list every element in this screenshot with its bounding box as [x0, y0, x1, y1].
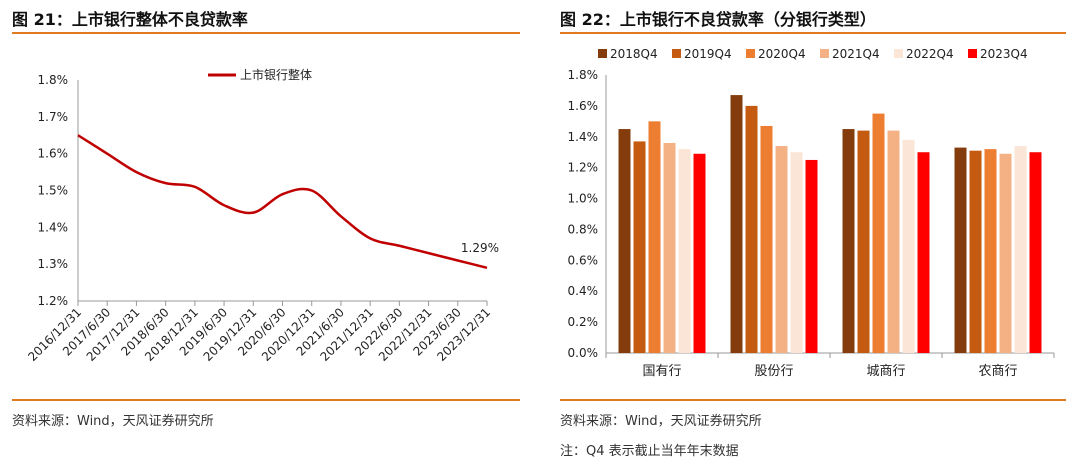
bar-2018Q4-农商行 — [954, 147, 967, 353]
bar-2018Q4-股份行 — [730, 95, 743, 354]
left-figure-title: 图 21：上市银行整体不良贷款率 — [12, 10, 248, 29]
bar-2021Q4-国有行 — [663, 142, 676, 353]
bar-2022Q4-国有行 — [678, 149, 691, 353]
legend-label: 上市银行整体 — [240, 67, 312, 82]
y-tick-label: 1.5% — [38, 184, 69, 198]
bar-2019Q4-国有行 — [633, 141, 646, 353]
line-chart: 1.2%1.3%1.4%1.5%1.6%1.7%1.8%2016/12/3120… — [25, 67, 499, 364]
bar-2019Q4-农商行 — [969, 150, 982, 353]
bar-2019Q4-城商行 — [857, 130, 870, 353]
bar-2021Q4-农商行 — [999, 153, 1012, 353]
right-panel: 图 22：上市银行不良贷款率（分银行类型） 0.0% 0.2% 0.4% 0.6% 0.… — [548, 0, 1080, 466]
right-bottom-rule — [560, 399, 1066, 401]
bar-2021Q4-股份行 — [775, 146, 788, 353]
legend-label: 2021Q4 — [832, 47, 880, 61]
left-title-rule — [12, 32, 520, 34]
bar-2023Q4-股份行 — [805, 159, 818, 353]
bar-2020Q4-城商行 — [872, 113, 885, 353]
legend-label: 2018Q4 — [610, 47, 658, 61]
y-tick-label: 0.4% — [568, 284, 599, 298]
legend-swatch-2018Q4 — [598, 49, 607, 58]
bar-2018Q4-城商行 — [842, 129, 855, 353]
right-note: 注：Q4 表示截止当年年末数据 — [560, 444, 739, 459]
y-tick-label: 1.6% — [38, 147, 69, 161]
bar-2020Q4-农商行 — [984, 149, 997, 353]
y-tick-label: 1.3% — [38, 257, 69, 271]
bar-2020Q4-国有行 — [648, 121, 661, 353]
bar-chart: 0.0% 0.2% 0.4% 0.6% 0.8% 1.0% 1.2% 1.4% 1.6% 1.8%… — [568, 47, 1055, 379]
legend-label: 2023Q4 — [980, 47, 1028, 61]
y-tick-label: 1.4% — [568, 130, 599, 144]
legend-label: 2019Q4 — [684, 47, 732, 61]
bar-2020Q4-股份行 — [760, 125, 773, 353]
legend-swatch-2023Q4 — [968, 49, 977, 58]
x-category-label: 农商行 — [978, 364, 1017, 379]
left-bottom-rule — [12, 399, 520, 401]
y-tick-label: 1.8% — [568, 68, 599, 82]
y-tick-label: 1.0% — [568, 192, 599, 206]
bar-2022Q4-股份行 — [790, 152, 803, 353]
left-source: 资料来源：Wind，天风证券研究所 — [12, 414, 214, 429]
legend-label: 2020Q4 — [758, 47, 806, 61]
right-title-rule — [560, 32, 1066, 34]
bar-2019Q4-股份行 — [745, 105, 758, 353]
bar-2023Q4-国有行 — [693, 153, 706, 353]
legend-label: 2022Q4 — [906, 47, 954, 61]
bar-2023Q4-城商行 — [917, 152, 930, 353]
y-tick-label: 0.8% — [568, 222, 599, 236]
legend-swatch-2022Q4 — [894, 49, 903, 58]
y-tick-label: 1.2% — [568, 161, 599, 175]
y-tick-label: 1.4% — [38, 220, 69, 234]
x-category-label: 城商行 — [866, 364, 905, 379]
right-source: 资料来源：Wind，天风证券研究所 — [560, 414, 762, 429]
bar-2018Q4-国有行 — [618, 129, 631, 353]
x-category-label: 股份行 — [754, 364, 793, 379]
y-tick-label: 1.8% — [38, 73, 69, 87]
y-tick-label: 1.2% — [38, 294, 69, 308]
bar-2021Q4-城商行 — [887, 130, 900, 353]
y-tick-label: 1.6% — [568, 99, 599, 113]
series-line-上市银行整体 — [77, 134, 488, 270]
bar-2023Q4-农商行 — [1029, 152, 1042, 353]
legend-swatch-2020Q4 — [746, 49, 755, 58]
left-panel: 图 21：上市银行整体不良贷款率 1.2% 1.3% 1.4% 1.5% 1.6% 1.7… — [0, 0, 522, 466]
y-tick-label: 0.6% — [568, 253, 599, 267]
legend-swatch-2021Q4 — [820, 49, 829, 58]
y-tick-label: 0.0% — [568, 346, 599, 360]
bar-2022Q4-城商行 — [902, 139, 915, 353]
legend-swatch-2019Q4 — [672, 49, 681, 58]
end-value-label: 1.29% — [461, 241, 499, 255]
x-category-label: 国有行 — [642, 364, 681, 379]
bar-2022Q4-农商行 — [1014, 146, 1027, 353]
y-tick-label: 0.2% — [568, 315, 599, 329]
right-figure-title: 图 22：上市银行不良贷款率（分银行类型） — [560, 10, 876, 29]
y-tick-label: 1.7% — [38, 110, 69, 124]
